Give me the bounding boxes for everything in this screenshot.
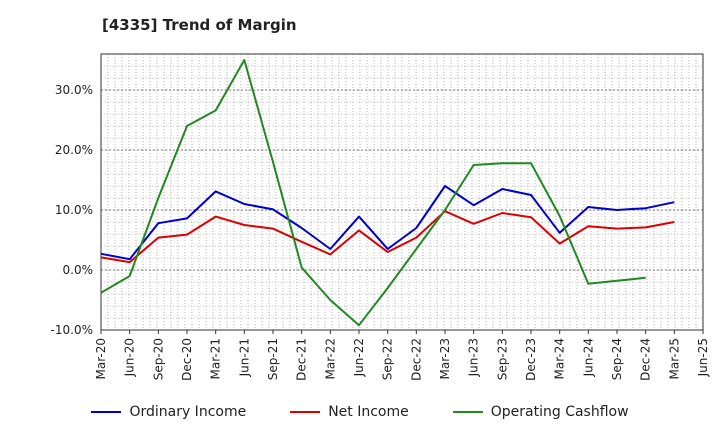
x-tick-label: Jun-22 bbox=[352, 338, 366, 377]
y-tick-label: 20.0% bbox=[55, 143, 93, 157]
x-tick-label: Jun-20 bbox=[123, 338, 137, 377]
legend-item-net-income: Net Income bbox=[290, 404, 409, 420]
plot-frame bbox=[100, 53, 704, 331]
series-lines bbox=[100, 59, 675, 327]
series-line-ordinary-income bbox=[100, 185, 675, 261]
x-tick-label: Sep-23 bbox=[495, 338, 509, 380]
legend-swatch-net-income bbox=[290, 411, 321, 413]
legend-label-ordinary-income: Ordinary Income bbox=[129, 404, 247, 420]
y-tick-label: 10.0% bbox=[55, 203, 93, 217]
legend-swatch-operating-cashflow bbox=[452, 411, 483, 413]
x-tick-label: Jun-21 bbox=[237, 338, 251, 377]
x-tick-label: Mar-20 bbox=[94, 338, 108, 379]
x-tick-label: Dec-21 bbox=[295, 338, 309, 381]
x-tick-label: Dec-23 bbox=[524, 338, 538, 381]
grid bbox=[101, 54, 703, 331]
x-tick-label: Mar-21 bbox=[209, 338, 223, 379]
legend-item-ordinary-income: Ordinary Income bbox=[91, 404, 246, 420]
series-line-operating-cashflow bbox=[100, 59, 646, 327]
x-tick-label: Sep-24 bbox=[610, 338, 624, 380]
x-tick-label: Sep-22 bbox=[381, 338, 395, 380]
series-line-net-income bbox=[100, 210, 675, 264]
x-tick-label: Mar-22 bbox=[323, 338, 337, 379]
x-tick-labels: Mar-20 Jun-20 Sep-20 Dec-20 Mar-21 Jun-21 Sep-… bbox=[94, 338, 710, 381]
x-tick-label: Jun-24 bbox=[581, 338, 595, 377]
axes bbox=[100, 53, 704, 334]
x-tick-label: Mar-24 bbox=[553, 338, 567, 379]
legend: Ordinary Income Net Income Operating Cas… bbox=[0, 404, 720, 420]
legend-swatch-ordinary-income bbox=[91, 411, 122, 413]
x-tick-label: Mar-23 bbox=[438, 338, 452, 379]
chart-title: [4335] Trend of Margin bbox=[102, 16, 297, 34]
x-tick-label: Sep-21 bbox=[266, 338, 280, 380]
legend-label-net-income: Net Income bbox=[328, 404, 409, 420]
legend-item-operating-cashflow: Operating Cashflow bbox=[452, 404, 629, 420]
x-tick-label: Dec-20 bbox=[180, 338, 194, 381]
y-tick-label: 0.0% bbox=[63, 263, 94, 277]
x-tick-label: Dec-22 bbox=[409, 338, 423, 381]
y-tick-label: 30.0% bbox=[55, 83, 93, 97]
x-tick-label: Dec-24 bbox=[639, 338, 653, 381]
y-tick-label: -10.0% bbox=[51, 323, 93, 337]
x-tick-label: Mar-25 bbox=[667, 338, 681, 379]
x-tick-label: Sep-20 bbox=[151, 338, 165, 380]
x-tick-label: Jun-25 bbox=[696, 338, 710, 377]
x-tick-label: Jun-23 bbox=[467, 338, 481, 377]
y-tick-labels: -10.0% 0.0% 10.0% 20.0% 30.0% bbox=[51, 83, 93, 337]
legend-label-operating-cashflow: Operating Cashflow bbox=[490, 404, 629, 420]
